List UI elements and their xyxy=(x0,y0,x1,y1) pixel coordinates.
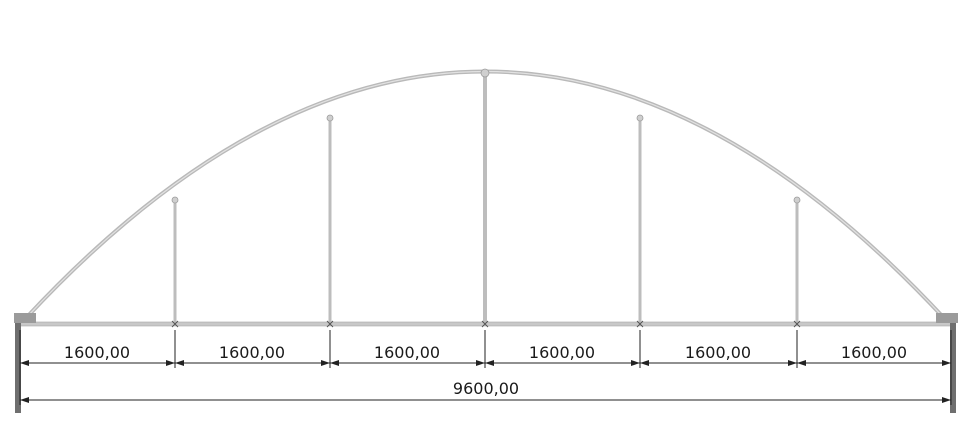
segment-dimension-arrows xyxy=(20,360,951,366)
post-joints xyxy=(171,68,801,204)
joint-5 xyxy=(793,196,801,204)
joint-4 xyxy=(636,114,644,122)
segment-dimension-label-3: 1600,00 xyxy=(374,343,440,362)
left-support xyxy=(14,313,36,413)
right-support xyxy=(936,313,958,413)
total-dimension-label: 9600,00 xyxy=(453,379,519,398)
segment-dimension-label-4: 1600,00 xyxy=(529,343,595,362)
vertical-posts xyxy=(173,73,799,323)
segment-dimension-label-1: 1600,00 xyxy=(64,343,130,362)
joint-1 xyxy=(171,196,179,204)
segment-dimension-label-2: 1600,00 xyxy=(219,343,285,362)
segment-dimension-label-5: 1600,00 xyxy=(685,343,751,362)
total-dimension-arrows xyxy=(20,397,951,403)
joint-2 xyxy=(326,114,334,122)
joint-center xyxy=(480,68,490,78)
segment-dimension-label-6: 1600,00 xyxy=(841,343,907,362)
bottom-node-marks xyxy=(171,320,801,328)
dimension-extension-lines xyxy=(19,330,952,405)
